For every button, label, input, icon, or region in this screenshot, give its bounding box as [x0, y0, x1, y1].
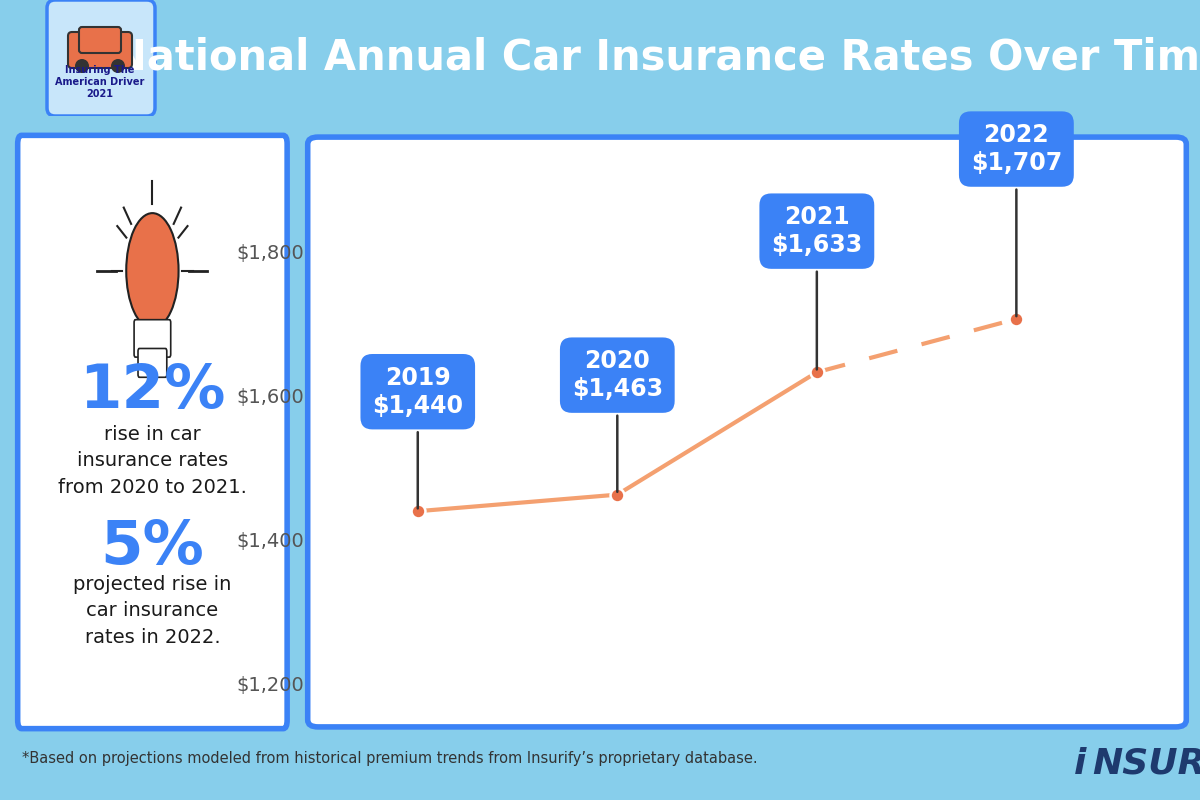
- FancyBboxPatch shape: [68, 32, 132, 68]
- Text: Insuring The
American Driver
2021: Insuring The American Driver 2021: [55, 65, 145, 99]
- Text: rise in car
insurance rates
from 2020 to 2021.: rise in car insurance rates from 2020 to…: [58, 425, 247, 497]
- Text: 2022
$1,707: 2022 $1,707: [971, 123, 1062, 316]
- Point: [607, 488, 626, 501]
- FancyBboxPatch shape: [18, 135, 287, 729]
- Circle shape: [74, 59, 89, 73]
- FancyBboxPatch shape: [47, 0, 155, 116]
- FancyBboxPatch shape: [79, 27, 121, 53]
- FancyBboxPatch shape: [307, 137, 1187, 727]
- Text: NSURIFY: NSURIFY: [1092, 747, 1200, 781]
- Text: i: i: [1074, 747, 1086, 781]
- Text: 5%: 5%: [101, 518, 204, 577]
- Text: projected rise in
car insurance
rates in 2022.: projected rise in car insurance rates in…: [73, 574, 232, 646]
- FancyBboxPatch shape: [138, 349, 167, 378]
- FancyBboxPatch shape: [134, 320, 170, 357]
- Point: [408, 505, 427, 518]
- Circle shape: [126, 213, 179, 328]
- Text: *Based on projections modeled from historical premium trends from Insurify’s pro: *Based on projections modeled from histo…: [22, 751, 757, 766]
- Circle shape: [112, 59, 125, 73]
- Text: National Annual Car Insurance Rates Over Time: National Annual Car Insurance Rates Over…: [112, 37, 1200, 79]
- Point: [808, 366, 827, 378]
- Point: [1007, 313, 1026, 326]
- Text: 2020
$1,463: 2020 $1,463: [571, 350, 662, 492]
- Text: 2019
$1,440: 2019 $1,440: [372, 366, 463, 509]
- Text: 2021
$1,633: 2021 $1,633: [772, 206, 863, 370]
- Text: 12%: 12%: [79, 362, 226, 421]
